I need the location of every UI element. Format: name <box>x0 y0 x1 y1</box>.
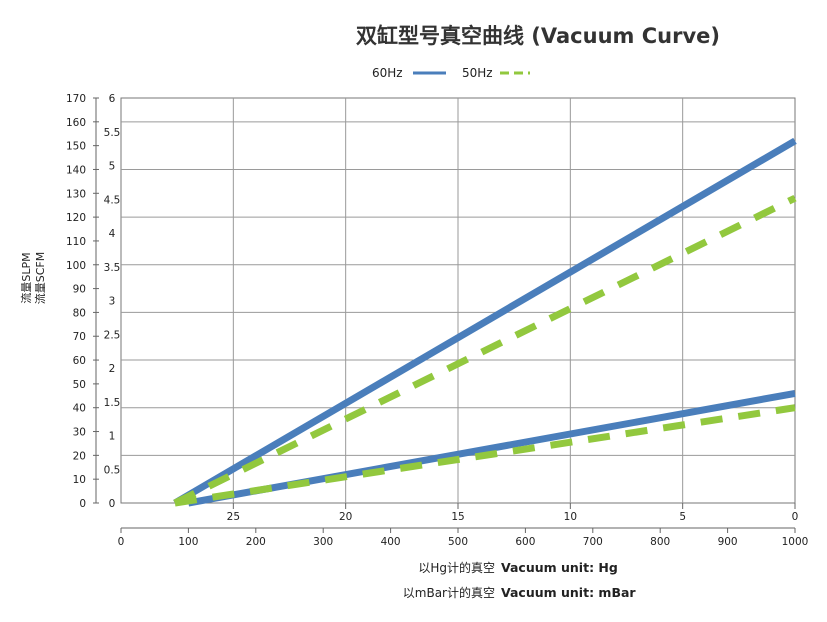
y-right-tick-label: 3 <box>109 296 116 308</box>
x-mbar-tick-label: 800 <box>650 536 670 548</box>
y-left-tick-label: 0 <box>79 498 86 510</box>
series-line-60hz-0 <box>173 137 797 507</box>
legend-label-50hz: 50Hz <box>462 66 493 80</box>
chart-title: 双缸型号真空曲线 (Vacuum Curve) <box>356 24 720 48</box>
y-right-tick-label: 2.5 <box>104 329 121 341</box>
y-left-tick-label: 70 <box>73 331 86 343</box>
y-axis-label-slpm: 流量SLPM <box>19 252 33 303</box>
x-hg-tick-label: 5 <box>679 511 686 523</box>
x-mbar-tick-label: 300 <box>313 536 333 548</box>
x-hg-tick-label: 10 <box>564 511 577 523</box>
y-left-tick-label: 80 <box>73 307 86 319</box>
x-axis-label-hg-en: Vacuum unit: Hg <box>501 560 618 575</box>
y-left-tick-label: 130 <box>66 188 86 200</box>
x-mbar-tick-label: 100 <box>178 536 198 548</box>
x-hg-tick-label: 0 <box>792 511 799 523</box>
y-right-tick-label: 5.5 <box>104 127 121 139</box>
axes: 0102030405060708090100110120130140150160… <box>66 93 808 548</box>
y-left-tick-label: 150 <box>66 141 86 153</box>
x-mbar-tick-label: 200 <box>246 536 266 548</box>
y-right-tick-label: 5 <box>109 161 116 173</box>
y-left-tick-label: 110 <box>66 236 86 248</box>
y-left-tick-label: 120 <box>66 212 86 224</box>
series-line-50hz-1 <box>173 194 797 507</box>
y-left-tick-label: 30 <box>73 427 86 439</box>
x-mbar-tick-label: 900 <box>718 536 738 548</box>
x-mbar-tick-label: 700 <box>583 536 603 548</box>
legend: 60Hz 50Hz <box>372 66 530 80</box>
y-right-tick-label: 4 <box>109 228 116 240</box>
y-left-tick-label: 90 <box>73 284 86 296</box>
series-group <box>173 137 797 507</box>
grid <box>120 97 796 504</box>
y-left-tick-label: 40 <box>73 403 86 415</box>
y-right-tick-label: 1.5 <box>104 397 121 409</box>
x-axis-label-hg-cn: 以Hg计的真空 <box>418 560 495 575</box>
y-left-tick-label: 10 <box>73 474 86 486</box>
legend-label-60hz: 60Hz <box>372 66 403 80</box>
y-right-tick-label: 6 <box>109 93 116 105</box>
y-left-tick-label: 160 <box>66 117 86 129</box>
y-right-tick-label: 0.5 <box>104 464 121 476</box>
x-hg-tick-label: 20 <box>339 511 352 523</box>
x-mbar-tick-label: 1000 <box>782 536 809 548</box>
y-axis-label-scfm: 流量SCFM <box>33 252 47 304</box>
y-left-tick-label: 20 <box>73 450 86 462</box>
y-right-tick-label: 2 <box>109 363 116 375</box>
y-left-tick-label: 50 <box>73 379 86 391</box>
y-right-tick-label: 0 <box>109 498 116 510</box>
x-hg-tick-label: 25 <box>227 511 240 523</box>
y-right-tick-label: 3.5 <box>104 262 121 274</box>
y-left-tick-label: 170 <box>66 93 86 105</box>
x-mbar-tick-label: 500 <box>448 536 468 548</box>
x-axis-label-mbar-en: Vacuum unit: mBar <box>501 585 636 600</box>
y-right-tick-label: 1 <box>109 431 116 443</box>
y-left-tick-label: 60 <box>73 355 86 367</box>
x-mbar-tick-label: 400 <box>381 536 401 548</box>
x-axis-label-mbar-cn: 以mBar计的真空 <box>403 585 495 600</box>
y-right-tick-label: 4.5 <box>104 194 121 206</box>
x-mbar-tick-label: 600 <box>515 536 535 548</box>
y-left-tick-label: 100 <box>66 260 86 272</box>
x-hg-tick-label: 15 <box>451 511 464 523</box>
y-left-tick-label: 140 <box>66 164 86 176</box>
x-mbar-tick-label: 0 <box>118 536 125 548</box>
series-line-50hz-3 <box>174 404 796 507</box>
